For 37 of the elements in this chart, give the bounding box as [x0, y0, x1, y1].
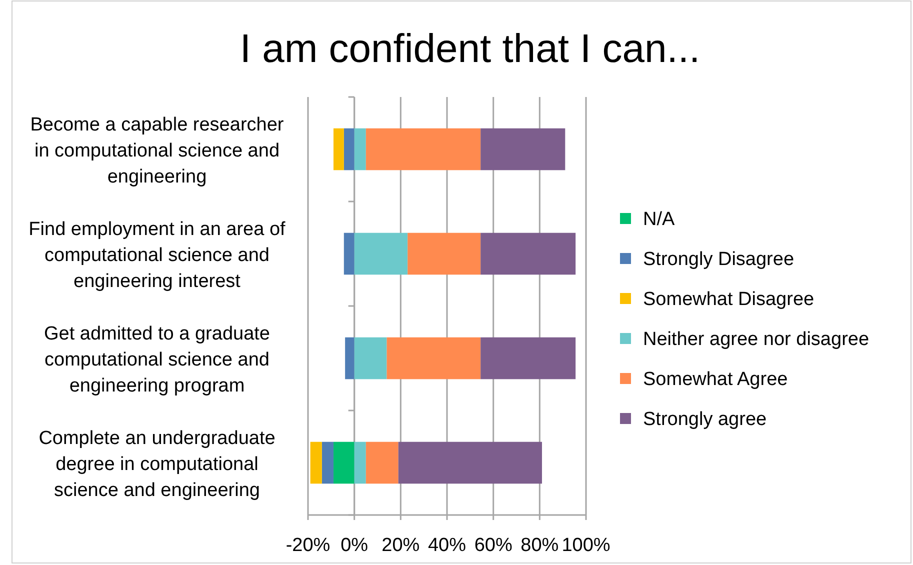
y-tick-label: Get admitted to a graduate computational science and engineering program	[44, 323, 270, 396]
x-tick-label: -20%	[286, 535, 330, 556]
bar	[480, 232, 576, 275]
bar	[366, 442, 398, 484]
bar	[354, 337, 387, 380]
legend-label: Strongly agree	[643, 409, 767, 430]
legend-label: N/A	[643, 209, 675, 230]
bar	[366, 128, 481, 170]
legend-label: Somewhat Agree	[643, 369, 788, 390]
bar	[354, 128, 366, 170]
bar	[386, 337, 481, 380]
bar	[345, 337, 354, 380]
bar	[354, 442, 366, 484]
bar	[480, 337, 576, 380]
x-tick-label: 100%	[562, 535, 610, 556]
bar	[398, 442, 542, 484]
bar	[310, 442, 322, 484]
bar	[333, 442, 354, 484]
y-tick-label: Complete an undergraduate degree in computational science and engineering	[38, 428, 276, 501]
x-tick-label: 0%	[340, 535, 368, 556]
x-tick-label: 80%	[520, 535, 559, 556]
legend-label: Neither agree nor disagree	[643, 329, 870, 350]
legend-label: Somewhat Disagree	[643, 289, 814, 310]
y-tick-label: Become a capable researcher in computational science and engineering	[30, 114, 284, 188]
legend-label: Strongly Disagree	[643, 249, 794, 270]
x-tick-label: 20%	[382, 535, 420, 556]
bar	[408, 232, 481, 275]
chart-title: I am confident that I can...	[240, 27, 700, 71]
y-tick-label: Find employment in an area of computational science and engineering interest	[28, 218, 286, 292]
bar	[344, 128, 354, 170]
bar	[480, 128, 566, 170]
bar	[354, 232, 408, 275]
x-tick-label: 60%	[474, 535, 512, 556]
bar	[322, 442, 334, 484]
x-tick-label: 40%	[428, 535, 466, 556]
bar	[333, 128, 344, 170]
bar	[344, 232, 354, 275]
